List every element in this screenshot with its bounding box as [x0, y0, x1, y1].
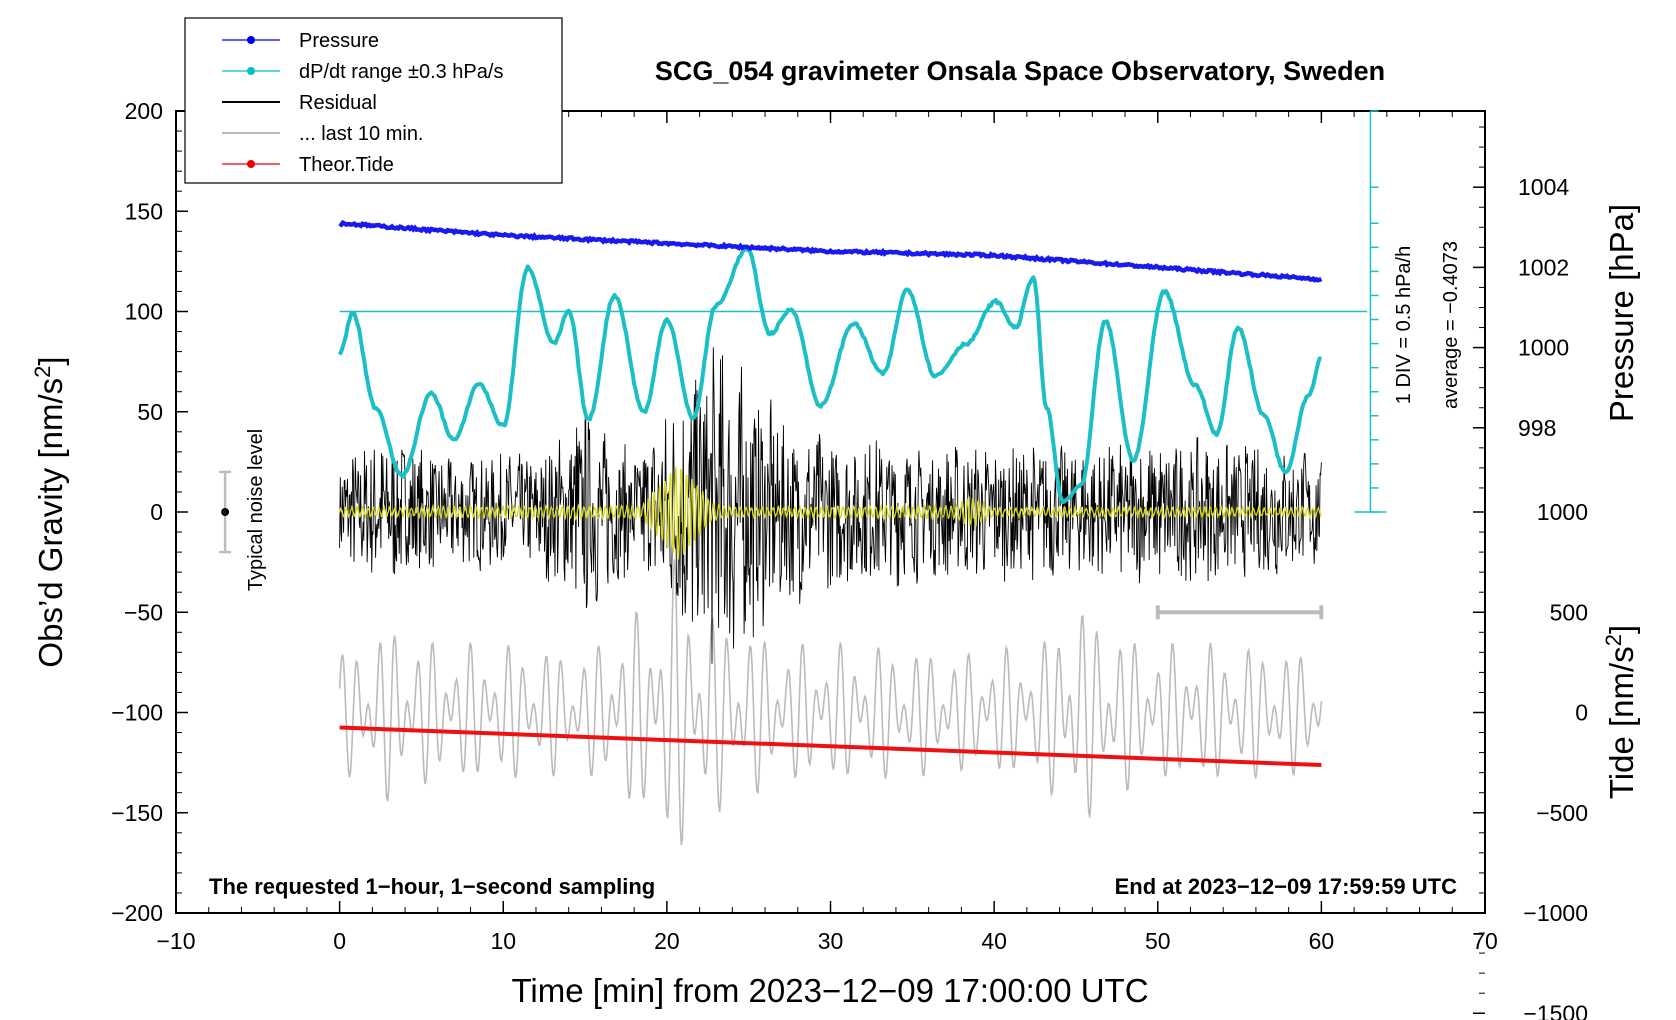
y-tick-label: −50 [124, 599, 163, 625]
x-tick-label: 0 [333, 928, 346, 954]
x-tick-label: 60 [1309, 928, 1335, 954]
y-tick-label: 150 [125, 198, 163, 224]
scale-label-average: average = −0.4073 [1440, 241, 1462, 409]
x-tick-label: 20 [654, 928, 680, 954]
legend-label: ... last 10 min. [299, 123, 424, 145]
yellow-trace [338, 467, 1322, 560]
tide-tick-label: 1000 [1537, 499, 1588, 525]
x-axis-title: Time [min] from 2023−12−09 17:00:00 UTC [511, 972, 1148, 1009]
noise-bar-center-dot [221, 508, 230, 516]
y-tick-label: −150 [111, 800, 163, 826]
y-axis-title-gravity: Obs’d Gravity [nm/s2] [30, 356, 69, 667]
pressure-trace [338, 219, 1323, 283]
tide-trace [339, 725, 1322, 768]
y-axis-title-tide: Tide [nm/s2] [1601, 625, 1640, 799]
legend-marker [247, 160, 255, 168]
x-tick-label: 70 [1472, 928, 1498, 954]
last-10-min-trace [338, 559, 1323, 846]
y-tick-label: 50 [137, 399, 163, 425]
pressure-tick-label: 1004 [1518, 174, 1569, 200]
sampling-note: The requested 1−hour, 1−second sampling [209, 874, 655, 899]
legend-label: Residual [299, 92, 377, 114]
y-tick-label: 200 [125, 98, 163, 124]
end-time-note: End at 2023−12−09 17:59:59 UTC [1115, 874, 1458, 899]
legend-marker [247, 36, 255, 44]
pressure-tick-label: 1000 [1518, 335, 1569, 361]
noise-level-label: Typical noise level [245, 429, 267, 591]
legend-label: dP/dt range ±0.3 hPa/s [299, 61, 503, 83]
scale-label-div: 1 DIV = 0.5 hPa/h [1393, 246, 1415, 404]
tide-tick-label: −1000 [1523, 900, 1588, 926]
data-layer [219, 219, 1368, 846]
legend: Pressure dP/dt range ±0.3 hPa/s Residual..… [184, 17, 563, 184]
x-tick-label: −10 [156, 928, 195, 954]
y-axis-title-pressure: Pressure [hPa] [1603, 204, 1640, 422]
x-tick-label: 50 [1145, 928, 1171, 954]
legend-label: Pressure [299, 30, 379, 52]
tide-tick-label: 500 [1550, 599, 1588, 625]
tide-tick-label: −500 [1536, 800, 1588, 826]
tide-tick-label: −1500 [1523, 1000, 1588, 1020]
y-tick-label: −200 [111, 900, 163, 926]
y-tick-label: 0 [150, 499, 163, 525]
residual-trace [339, 347, 1322, 664]
legend-marker [247, 67, 255, 75]
pressure-tick-label: 998 [1518, 415, 1556, 441]
x-tick-label: 30 [818, 928, 844, 954]
chart-title: SCG_054 gravimeter Onsala Space Observat… [655, 56, 1385, 86]
tide-tick-label: 0 [1575, 700, 1588, 726]
legend-label: Theor.Tide [299, 154, 394, 176]
pressure-tick-label: 1002 [1518, 254, 1569, 280]
x-tick-label: 40 [981, 928, 1007, 954]
legend-box [184, 17, 563, 184]
y-tick-label: 100 [125, 299, 163, 325]
dpdt-trace [337, 247, 1322, 505]
y-tick-label: −100 [111, 700, 163, 726]
x-tick-label: 10 [490, 928, 516, 954]
